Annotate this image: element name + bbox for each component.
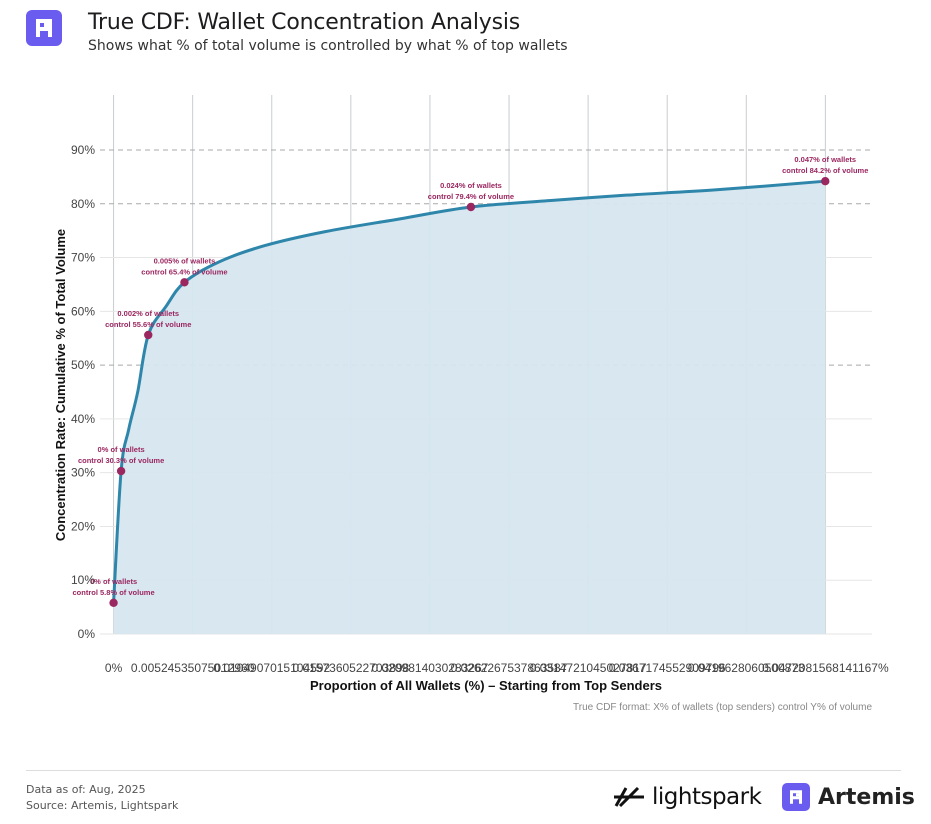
data-point-marker <box>180 278 189 287</box>
cdf-chart: 0% of wallets control 5.8% of volume 0% of… <box>53 95 889 713</box>
data-as-of: Data as of: Aug, 2025 <box>26 783 146 796</box>
annotation-line1: 0% of wallets <box>98 445 145 454</box>
x-axis-ticks: 0% 0.005245350750129600.01049070151045920… <box>105 661 889 675</box>
x-tick-label: 0.00524535075012960 <box>131 661 255 675</box>
x-tick-label: 0.0419628060500873 <box>688 661 805 675</box>
lightspark-brand: lightspark <box>612 784 762 810</box>
page-title: True CDF: Wallet Concentration Analysis <box>88 10 521 35</box>
annotation-line2: control 79.4% of volume <box>428 192 514 201</box>
data-point-marker <box>109 598 118 608</box>
y-tick-label: 0% <box>78 627 96 641</box>
x-tick-label: 0.0104907015104592 <box>213 661 330 675</box>
annotation-line2: control 5.8% of volume <box>73 588 155 597</box>
annotation-line1: 0% of wallets <box>90 577 137 586</box>
y-tick-label: 30% <box>71 466 95 480</box>
y-tick-label: 20% <box>71 519 95 533</box>
lightspark-wordmark: lightspark <box>652 784 762 810</box>
y-tick-label: 70% <box>71 251 95 265</box>
data-point-marker <box>116 466 126 476</box>
x-tick-label: 0% <box>105 661 123 675</box>
y-tick-label: 60% <box>71 304 95 318</box>
annotation-line2: control 84.2% of volume <box>782 166 868 175</box>
y-axis-ticks: 0% 10% 20% 30% 40% 50% 60% 70% 80% 90% <box>71 143 95 641</box>
cdf-curve <box>112 179 826 603</box>
artemis-brand: Artemis <box>782 783 915 811</box>
lightspark-logo-icon <box>614 786 644 808</box>
area-fill <box>113 181 826 635</box>
x-tick-label: 0.0314721045027817 <box>530 661 647 675</box>
artemis-wordmark: Artemis <box>818 784 915 810</box>
data-annotations: 0% of wallets control 5.8% of volume 0% of… <box>73 155 869 597</box>
x-tick-label: 0.0367174552909796 <box>609 661 726 675</box>
x-tick-label: 0.0262267537863587 <box>451 661 568 675</box>
annotation-line2: control 65.4% of volume <box>141 267 227 276</box>
annotation-line1: 0.047% of wallets <box>794 155 856 164</box>
annotation-line2: control 55.6% of volume <box>105 320 191 329</box>
annotation-line1: 0.024% of wallets <box>440 181 502 190</box>
y-tick-label: 50% <box>71 358 95 372</box>
data-point-marker <box>466 202 476 212</box>
x-axis-title: Proportion of All Wallets (%) – Starting… <box>310 678 662 693</box>
y-axis-title: Concentration Rate: Cumulative % of Tota… <box>53 229 68 541</box>
y-tick-label: 10% <box>71 573 95 587</box>
data-point-marker <box>821 176 830 186</box>
annotation-line2: control 30.3% of volume <box>78 456 164 465</box>
chart-caption: True CDF format: X% of wallets (top send… <box>573 702 872 713</box>
data-markers <box>109 176 830 608</box>
y-tick-label: 40% <box>71 412 95 426</box>
annotation-line1: 0.002% of wallets <box>117 309 179 318</box>
artemis-mark-icon <box>782 783 810 811</box>
data-point-marker <box>144 330 153 340</box>
artemis-logo-icon <box>26 10 62 46</box>
y-tick-label: 90% <box>71 143 95 157</box>
footer-divider <box>26 770 901 771</box>
x-tick-label: 0.0209814030283267 <box>372 661 489 675</box>
x-tick-label: 0.0472081568141167% <box>762 661 889 675</box>
x-tick-label: 0.0157360522703898 <box>292 661 409 675</box>
source-note: Source: Artemis, Lightspark <box>26 799 179 812</box>
y-tick-label: 80% <box>71 197 95 211</box>
annotation-line1: 0.005% of wallets <box>154 256 216 265</box>
page-subtitle: Shows what % of total volume is controll… <box>88 38 568 54</box>
